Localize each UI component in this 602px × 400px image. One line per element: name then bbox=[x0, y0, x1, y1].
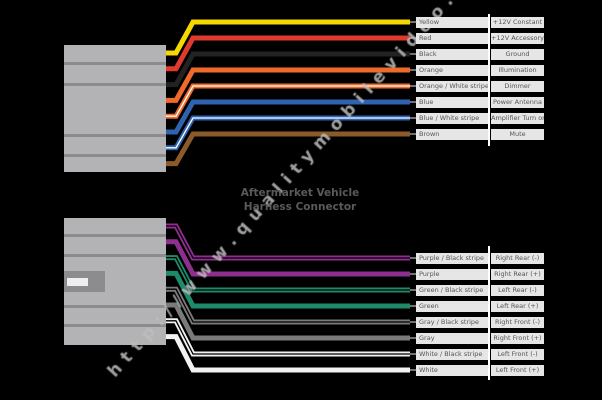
title-line: Harness Connector bbox=[243, 201, 357, 213]
wire-color-label: Gray / Black stripe bbox=[416, 316, 488, 328]
wire-color-label: Red bbox=[416, 32, 488, 44]
wire-function-label: Amplifier Turn on bbox=[491, 112, 544, 124]
wire-function-label: Left Front (-) bbox=[491, 348, 544, 360]
wire-function-label: Right Rear (+) bbox=[491, 268, 544, 280]
wire-color-label: Purple bbox=[416, 268, 488, 280]
wire-function-label: Ground bbox=[491, 48, 544, 60]
wire-function-label: Right Front (+) bbox=[491, 332, 544, 344]
wire-function-label: Dimmer bbox=[491, 80, 544, 92]
wire-function-label: Right Front (-) bbox=[491, 316, 544, 328]
wire-color-label: Yellow bbox=[416, 16, 488, 28]
wire-function-label: Right Rear (-) bbox=[491, 252, 544, 264]
wire-color-label: Orange / White stripe bbox=[416, 80, 488, 92]
column-divider bbox=[488, 14, 490, 146]
wire-function-label: Left Rear (+) bbox=[491, 300, 544, 312]
wire-function-label: Power Antenna bbox=[491, 96, 544, 108]
title-line: Aftermarket Vehicle bbox=[240, 187, 360, 199]
wire-color-label: Purple / Black stripe bbox=[416, 252, 488, 264]
wire-color-label: Brown bbox=[416, 128, 488, 140]
wire-color-label: Blue / White stripe bbox=[416, 112, 488, 124]
column-divider bbox=[488, 246, 490, 380]
diagram-title: Aftermarket Vehicle Harness Connector bbox=[200, 186, 400, 214]
wire-function-label: Left Rear (-) bbox=[491, 284, 544, 296]
wire-function-label: Mute bbox=[491, 128, 544, 140]
wire-color-label: Green / Black stripe bbox=[416, 284, 488, 296]
wire-function-label: +12V Accessory bbox=[491, 32, 544, 44]
wire-function-label: +12V Constant bbox=[491, 16, 544, 28]
wire-color-label: Blue bbox=[416, 96, 488, 108]
wire-color-label: Orange bbox=[416, 64, 488, 76]
wire-color-label: Green bbox=[416, 300, 488, 312]
wire-function-label: Left Front (+) bbox=[491, 364, 544, 376]
wire-function-label: Illumination bbox=[491, 64, 544, 76]
wire-color-label: Black bbox=[416, 48, 488, 60]
wire-color-label: White bbox=[416, 364, 488, 376]
wire-color-label: Gray bbox=[416, 332, 488, 344]
wire-color-label: White / Black stripe bbox=[416, 348, 488, 360]
